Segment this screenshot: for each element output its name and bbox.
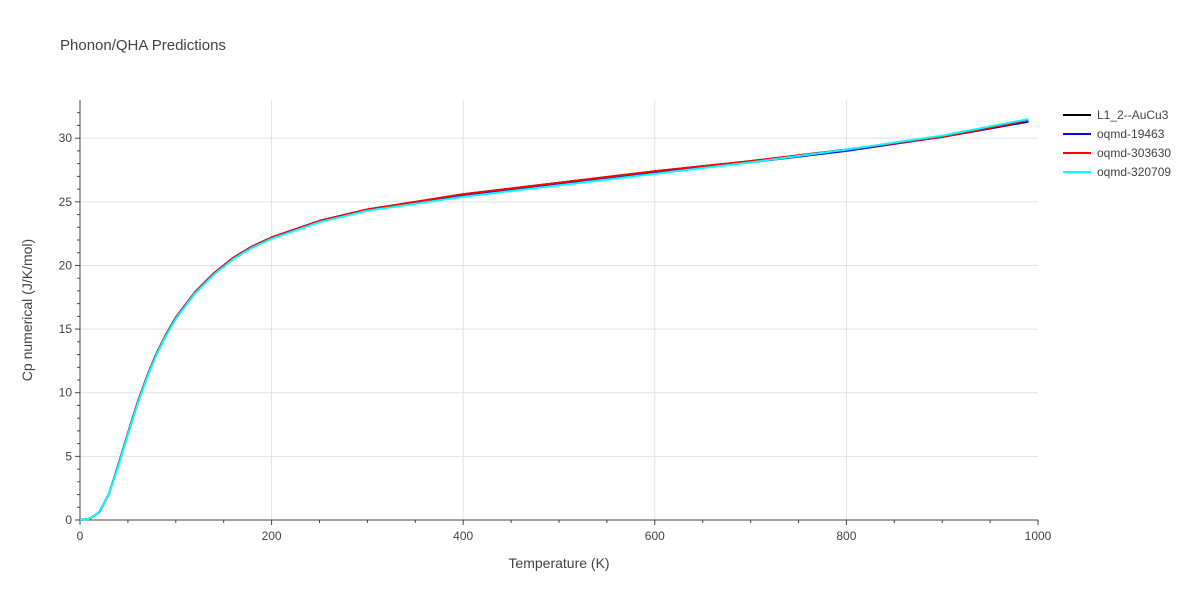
legend[interactable]: L1_2--AuCu3 oqmd-19463 oqmd-303630 oqmd-320… [1063, 108, 1171, 179]
legend-label: oqmd-320709 [1097, 165, 1171, 179]
legend-label: oqmd-303630 [1097, 146, 1171, 160]
legend-label: oqmd-19463 [1097, 127, 1165, 141]
series-lines [79, 118, 1029, 521]
legend-item[interactable]: oqmd-303630 [1063, 146, 1171, 160]
series-line-oqmd-320709 [79, 118, 1029, 521]
y-tick-label: 25 [59, 195, 73, 209]
y-tick-label: 5 [65, 449, 72, 463]
chart-title: Phonon/QHA Predictions [60, 37, 226, 54]
x-tick-label: 400 [453, 529, 473, 543]
x-axis-label: Temperature (K) [508, 555, 609, 571]
legend-label: L1_2--AuCu3 [1097, 108, 1169, 122]
x-tick-label: 600 [645, 529, 665, 543]
y-tick-label: 10 [59, 386, 73, 400]
legend-item[interactable]: oqmd-19463 [1063, 127, 1165, 141]
x-tick-label: 1000 [1025, 529, 1052, 543]
x-tick-label: 200 [262, 529, 282, 543]
y-tick-label: 30 [59, 131, 73, 145]
y-tick-label: 20 [59, 258, 73, 272]
grid-lines [80, 100, 1038, 520]
y-axis-label: Cp numerical (J/K/mol) [19, 239, 35, 381]
y-tick-label: 0 [65, 513, 72, 527]
series-line-oqmd-303630 [79, 119, 1029, 521]
axes: 0 200 400 600 800 1000 0 5 10 15 20 25 30 [59, 100, 1052, 543]
legend-item[interactable]: oqmd-320709 [1063, 165, 1171, 179]
series-line-L1_2--AuCu3 [79, 120, 1029, 521]
y-tick-label: 15 [59, 322, 73, 336]
legend-item[interactable]: L1_2--AuCu3 [1063, 108, 1169, 122]
series-line-oqmd-19463 [79, 120, 1029, 521]
x-tick-label: 0 [77, 529, 84, 543]
x-tick-label: 800 [836, 529, 856, 543]
